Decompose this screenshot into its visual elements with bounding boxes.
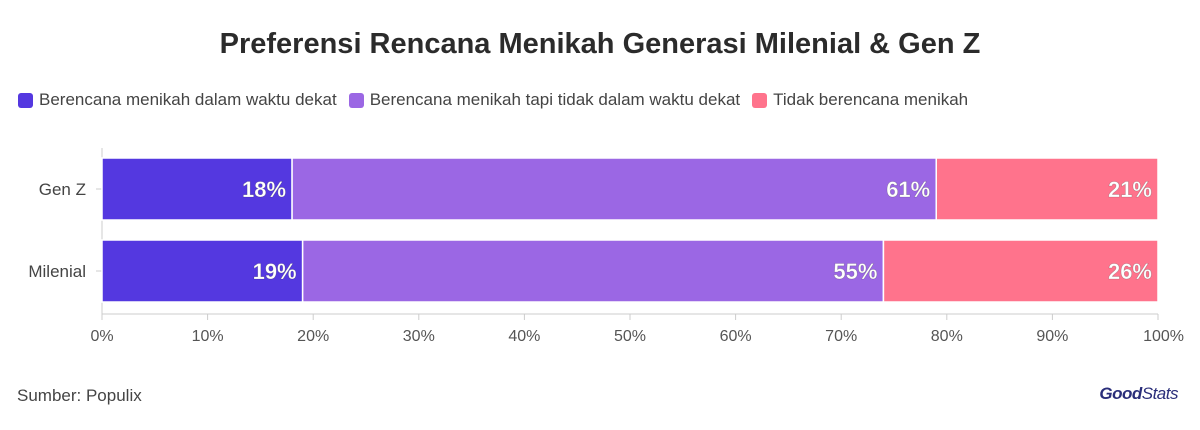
data-label: 21% bbox=[1108, 177, 1152, 202]
legend: Berencana menikah dalam waktu dekat Bere… bbox=[18, 90, 980, 110]
legend-swatch-no-plan bbox=[752, 92, 768, 108]
stacked-bar-chart: Gen Z 18% 61% 21% Milenial 19% 55% 26% 0% 10% 20% 3… bbox=[28, 148, 1184, 345]
chart-title: Preferensi Rencana Menikah Generasi Mile… bbox=[219, 28, 981, 60]
x-tick-label: 90% bbox=[1036, 328, 1068, 345]
bar-segment bbox=[882, 239, 1159, 303]
x-tick-label: 100% bbox=[1143, 328, 1184, 345]
legend-item-near-term: Berencana menikah dalam waktu dekat bbox=[18, 90, 337, 110]
bar-segment bbox=[301, 239, 885, 303]
x-tick-label: 10% bbox=[192, 328, 224, 345]
data-label: 19% bbox=[253, 259, 297, 284]
x-tick-label: 50% bbox=[614, 328, 646, 345]
bar-segment bbox=[101, 157, 293, 221]
bar-segment bbox=[101, 239, 304, 303]
x-tick-label: 60% bbox=[720, 328, 752, 345]
x-tick-label: 80% bbox=[931, 328, 963, 345]
bar-segment bbox=[935, 157, 1159, 221]
x-tick-label: 40% bbox=[508, 328, 540, 345]
x-tick-label: 0% bbox=[90, 328, 113, 345]
data-label: 55% bbox=[833, 259, 877, 284]
data-label: 61% bbox=[886, 177, 930, 202]
legend-label-no-plan: Tidak berencana menikah bbox=[773, 90, 969, 109]
data-label: 18% bbox=[242, 177, 286, 202]
legend-swatch-near-term bbox=[18, 92, 33, 108]
legend-item-no-plan: Tidak berencana menikah bbox=[752, 90, 968, 110]
legend-label-near-term: Berencana menikah dalam waktu dekat bbox=[39, 90, 337, 109]
category-label: Gen Z bbox=[39, 180, 86, 199]
brand-logo-bold: Good bbox=[1099, 384, 1142, 403]
legend-item-not-soon: Berencana menikah tapi tidak dalam waktu… bbox=[348, 90, 741, 110]
legend-swatch-not-soon bbox=[348, 92, 364, 108]
category-label: Milenial bbox=[28, 262, 86, 281]
bar-segment bbox=[291, 157, 937, 221]
x-tick-label: 70% bbox=[825, 328, 857, 345]
source-note: Sumber: Populix bbox=[17, 386, 142, 405]
legend-label-not-soon: Berencana menikah tapi tidak dalam waktu… bbox=[369, 90, 741, 109]
brand-logo: GoodStats bbox=[1099, 384, 1178, 404]
data-label: 26% bbox=[1108, 259, 1152, 284]
x-tick-label: 30% bbox=[403, 328, 435, 345]
brand-logo-light: Stats bbox=[1141, 384, 1179, 403]
x-tick-label: 20% bbox=[297, 328, 329, 345]
